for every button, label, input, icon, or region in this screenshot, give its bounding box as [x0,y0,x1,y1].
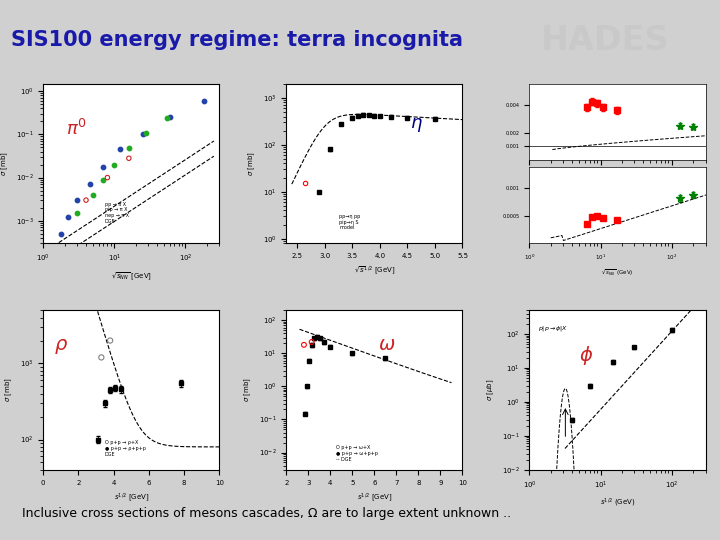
X-axis label: $s^{1/2}$ (GeV): $s^{1/2}$ (GeV) [600,496,635,509]
Text: pp → π X
pip → π X
nep → π X
DGE: pp → π X pip → π X nep → π X DGE [105,202,129,224]
Y-axis label: $\sigma$ [mb]: $\sigma$ [mb] [247,151,257,176]
Y-axis label: $\sigma$ [mb]: $\sigma$ [mb] [4,377,14,402]
Text: HADES: HADES [541,24,669,57]
Point [198,97,210,105]
Text: O p+p → ω+X
● p+p → ω+p+p
-- DGE: O p+p → ω+X ● p+p → ω+p+p -- DGE [336,445,377,462]
Point [306,338,318,346]
Point [80,196,91,205]
Point [104,336,116,345]
Point [71,196,83,205]
Point [96,353,107,362]
Point [161,114,173,123]
Point [97,175,109,184]
Text: $\pi^0$: $\pi^0$ [66,119,87,139]
Y-axis label: $\sigma$ [mb]: $\sigma$ [mb] [0,151,10,176]
Point [71,209,83,218]
Point [102,173,113,182]
X-axis label: $\sqrt{s_{NN}}$ (GeV): $\sqrt{s_{NN}}$ (GeV) [601,268,634,278]
Text: $\omega$: $\omega$ [378,335,395,354]
Y-axis label: $\sigma$ [mb]: $\sigma$ [mb] [243,377,253,402]
Text: Inclusive cross sections of mesons cascades, Ω are to large extent unknown ..: Inclusive cross sections of mesons casca… [22,507,510,519]
Point [55,230,67,238]
Point [140,129,152,137]
Text: $\eta$: $\eta$ [410,117,423,134]
Point [114,145,126,154]
Text: O p+p → ρ+X
● p+p → ρ+p+p
DGE: O p+p → ρ+X ● p+p → ρ+p+p DGE [105,441,145,457]
Point [137,130,148,139]
Point [300,179,311,188]
Text: SIS100 energy regime: terra incognita: SIS100 energy regime: terra incognita [11,30,463,50]
Point [164,113,176,122]
Text: $\rho$: $\rho$ [54,337,68,356]
Point [62,213,73,221]
Point [298,341,310,349]
Text: $p | p \rightarrow \phi | X$: $p | p \rightarrow \phi | X$ [539,324,569,333]
Point [87,191,99,199]
Text: pp→η pp
pip→η S
model: pp→η pp pip→η S model [339,214,361,231]
X-axis label: $s^{1/2}$ [GeV]: $s^{1/2}$ [GeV] [356,491,392,504]
X-axis label: $s^{1/2}$ [GeV]: $s^{1/2}$ [GeV] [114,491,149,504]
Point [84,180,96,188]
Text: $\phi$: $\phi$ [579,345,593,367]
Y-axis label: $\sigma$ [$\mu$b]: $\sigma$ [$\mu$b] [486,379,496,401]
Point [109,160,120,169]
X-axis label: $\sqrt{s_{NN}}$ [GeV]: $\sqrt{s_{NN}}$ [GeV] [111,270,152,282]
Point [123,154,135,163]
X-axis label: $\sqrt{s}^{1/2}$ [GeV]: $\sqrt{s}^{1/2}$ [GeV] [354,265,395,277]
Point [123,144,135,152]
Point [97,162,109,171]
